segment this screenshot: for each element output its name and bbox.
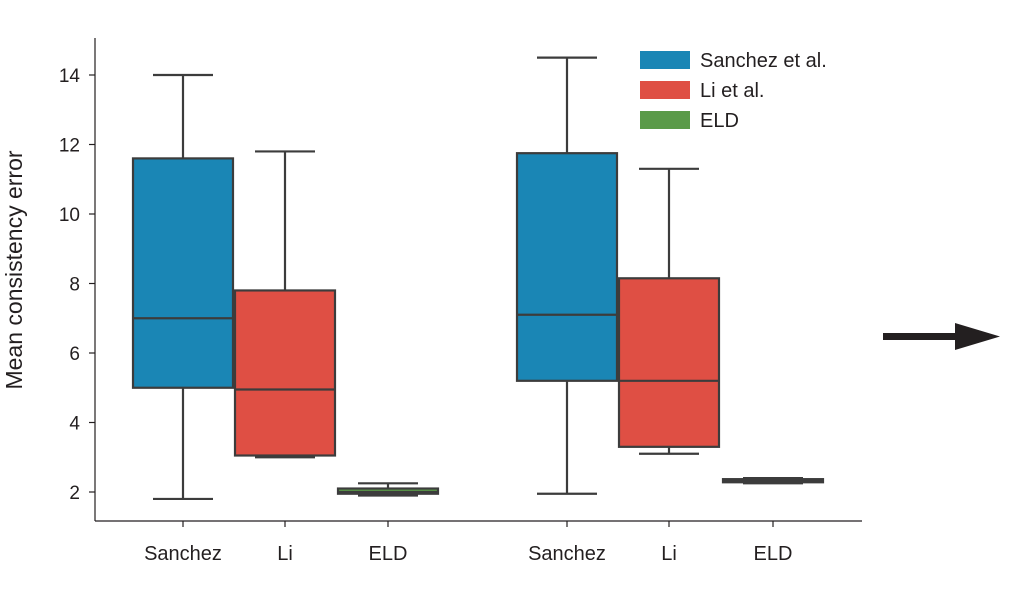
y-tick-label: 6 bbox=[69, 344, 80, 365]
iqr-box bbox=[617, 277, 721, 448]
box-li-group-1 bbox=[233, 150, 337, 459]
box-plots bbox=[131, 56, 825, 501]
iqr-box bbox=[131, 157, 235, 389]
y-tick-label: 2 bbox=[69, 483, 80, 504]
box-eld-group-1 bbox=[336, 482, 440, 497]
arrow-head bbox=[955, 323, 1000, 350]
arrow-shaft bbox=[883, 333, 958, 340]
axes: 2 4 6 8 10 12 14 bbox=[59, 38, 862, 522]
iqr-box bbox=[515, 152, 619, 382]
legend-label: ELD bbox=[700, 110, 739, 132]
box-sanchez-group-2 bbox=[515, 56, 619, 495]
legend-label: Sanchez et al. bbox=[700, 50, 827, 72]
box-li-group-2 bbox=[617, 167, 721, 455]
annotation-arrow bbox=[883, 323, 1000, 350]
x-tick-label: Li bbox=[661, 543, 677, 565]
legend-label: Li et al. bbox=[700, 80, 764, 102]
legend: Sanchez et al. Li et al. ELD bbox=[640, 50, 827, 132]
legend-swatch bbox=[640, 111, 690, 129]
y-tick-label: 10 bbox=[59, 205, 80, 226]
x-tick-label: ELD bbox=[369, 543, 408, 565]
legend-swatch bbox=[640, 51, 690, 69]
category-labels: Sanchez Li ELD Sanchez Li ELD bbox=[144, 521, 792, 565]
box-eld-group-2 bbox=[721, 477, 825, 485]
y-tick-label: 14 bbox=[59, 66, 81, 87]
y-tick-label: 12 bbox=[59, 136, 80, 157]
y-tick-label: 8 bbox=[69, 275, 80, 296]
x-tick-label: Li bbox=[277, 543, 293, 565]
box-sanchez-group-1 bbox=[131, 73, 235, 501]
legend-swatch bbox=[640, 81, 690, 99]
y-tick-label: 4 bbox=[69, 414, 80, 435]
y-axis-label: Mean consistency error bbox=[1, 150, 27, 389]
iqr-box bbox=[233, 289, 337, 457]
x-tick-label: ELD bbox=[754, 543, 793, 565]
x-tick-label: Sanchez bbox=[144, 543, 222, 565]
x-tick-label: Sanchez bbox=[528, 543, 606, 565]
